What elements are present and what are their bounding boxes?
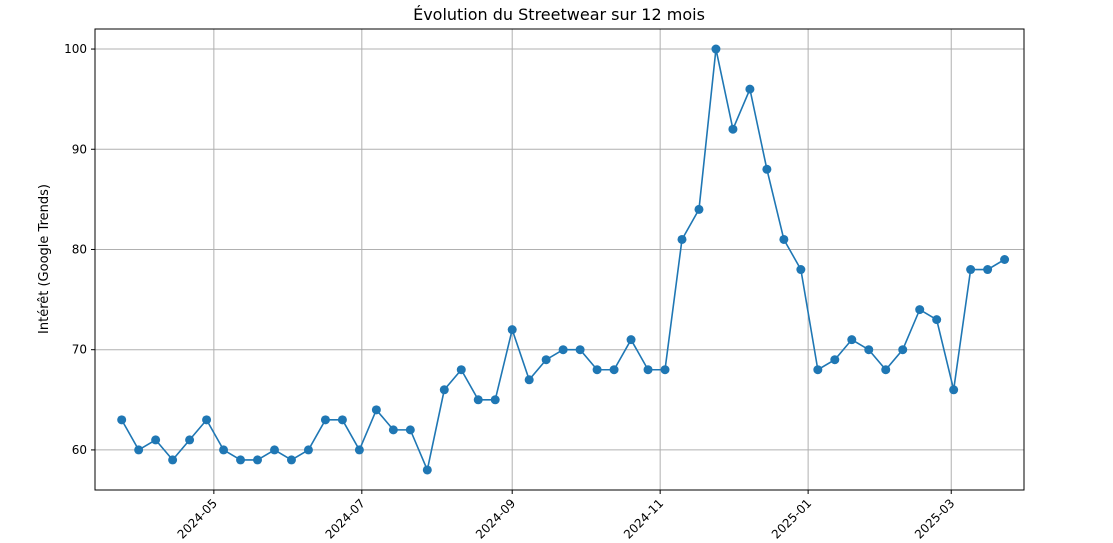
y-tick-label: 100: [64, 42, 87, 56]
data-point: [1000, 255, 1010, 264]
grid-lines: [95, 29, 1024, 490]
data-point: [660, 365, 670, 375]
data-point: [286, 455, 296, 465]
data-point: [202, 415, 212, 425]
data-point: [219, 445, 229, 455]
data-point: [932, 315, 942, 325]
data-point: [779, 234, 789, 244]
data-point: [643, 365, 653, 375]
x-tick-label: 2024-05: [175, 496, 220, 541]
data-point: [439, 385, 449, 395]
data-point: [864, 345, 874, 355]
data-point: [592, 365, 602, 375]
data-point: [745, 84, 755, 94]
data-point: [813, 365, 823, 375]
y-tick-label: 90: [72, 142, 87, 156]
data-point: [388, 425, 398, 435]
data-point: [507, 325, 517, 335]
data-point: [456, 365, 466, 375]
data-point: [830, 355, 840, 365]
chart-title: Évolution du Streetwear sur 12 mois: [413, 5, 705, 24]
data-point: [694, 204, 704, 214]
data-point: [609, 365, 619, 375]
data-point: [354, 445, 364, 455]
data-point: [558, 345, 568, 355]
data-point: [524, 375, 534, 385]
data-point: [796, 265, 806, 275]
plot-frame: [94, 28, 1025, 491]
data-point: [490, 395, 500, 405]
data-point: [269, 445, 279, 455]
y-axis-label: Intérêt (Google Trends): [37, 184, 52, 334]
data-point: [405, 425, 415, 435]
x-tick-label: 2025-01: [769, 496, 814, 541]
data-point: [371, 405, 381, 415]
data-point: [236, 455, 246, 465]
data-point: [881, 365, 891, 375]
axis-ticks: 60 70 80 90 100 2024-05 2024-07 2024-09 2024-11 2…: [64, 42, 957, 542]
data-points: [117, 44, 1010, 475]
data-point: [949, 385, 959, 395]
data-point: [762, 164, 772, 174]
series-line: [120, 48, 1006, 473]
x-tick-label: 2024-09: [473, 496, 518, 541]
data-point: [711, 44, 721, 54]
x-tick-label: 2024-11: [621, 496, 666, 541]
data-point: [541, 355, 551, 365]
data-point: [320, 415, 330, 425]
data-point: [915, 305, 925, 315]
x-tick-label: 2024-07: [323, 496, 368, 541]
data-point: [847, 335, 857, 345]
data-point: [422, 465, 432, 475]
x-tick-label: 2025-03: [912, 496, 957, 541]
data-point: [253, 455, 263, 465]
data-point: [337, 415, 347, 425]
data-point: [151, 435, 161, 445]
data-point: [626, 335, 636, 345]
data-point: [185, 435, 195, 445]
data-point: [898, 345, 908, 355]
y-tick-label: 80: [72, 242, 87, 256]
y-tick-label: 70: [72, 343, 87, 357]
y-tick-label: 60: [72, 443, 87, 457]
data-point: [134, 445, 144, 455]
data-point: [168, 455, 178, 465]
data-point: [473, 395, 483, 405]
data-point: [966, 265, 976, 275]
data-point: [575, 345, 585, 355]
data-point: [303, 445, 313, 455]
data-point: [983, 265, 993, 275]
data-point: [728, 124, 738, 134]
data-point: [677, 234, 687, 244]
data-point: [117, 415, 127, 425]
